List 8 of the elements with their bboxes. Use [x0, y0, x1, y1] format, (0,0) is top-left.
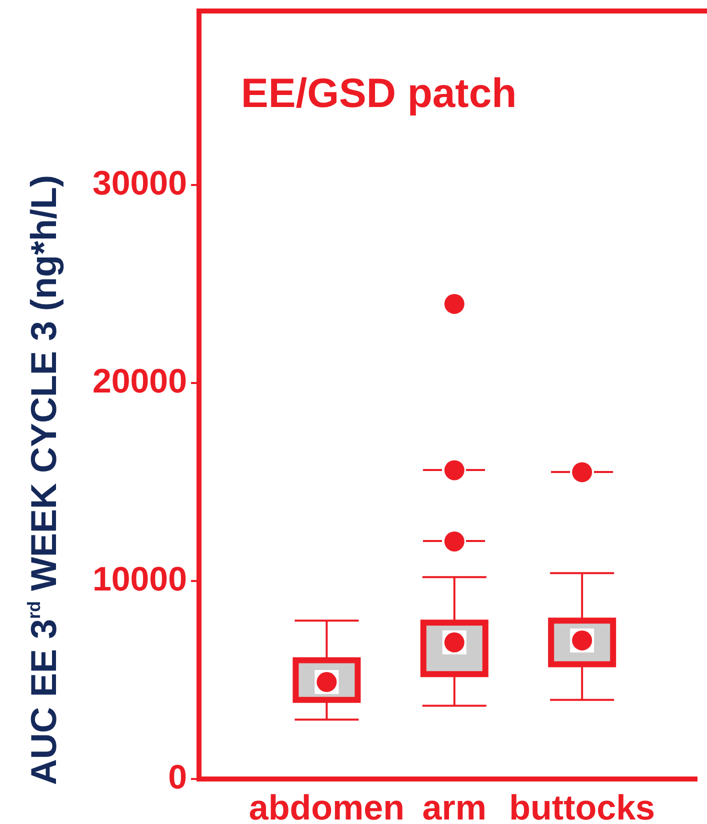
- x-tick-label: arm: [422, 788, 486, 824]
- y-tick-label: 30000: [92, 164, 187, 203]
- y-tick-label: 10000: [92, 560, 187, 598]
- text: EE/GSD patch: [241, 70, 517, 116]
- y-tick-label: 20000: [92, 362, 187, 400]
- x-tick-label: abdomen: [248, 788, 404, 824]
- x-tick-label: buttocks: [509, 788, 656, 824]
- y-tick-label: 0: [168, 758, 187, 796]
